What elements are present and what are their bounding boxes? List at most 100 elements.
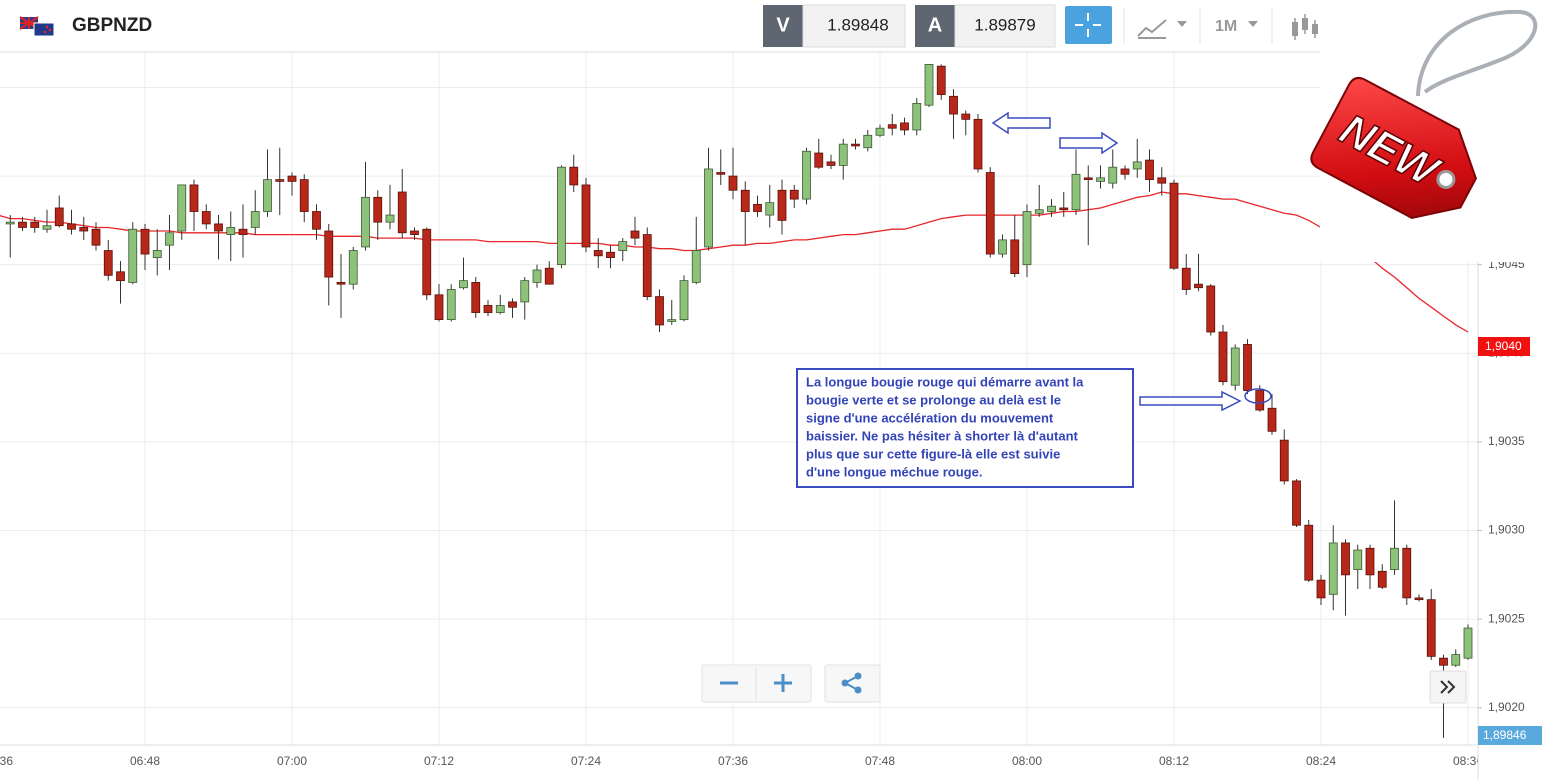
share-icon (841, 679, 849, 687)
candle-body (373, 196, 383, 223)
candle-body (18, 221, 27, 228)
x-tick-label: 08:00 (1012, 754, 1042, 768)
candle-body (606, 251, 615, 258)
candle-body (985, 172, 995, 255)
plot-area (0, 52, 1478, 745)
candle-body (532, 269, 542, 283)
candle-body (1353, 549, 1363, 570)
candle-body (655, 296, 664, 326)
candle-body (397, 191, 407, 234)
candle-body (728, 175, 738, 191)
candle-body (103, 250, 113, 276)
bid-label-box[interactable] (763, 5, 803, 47)
candle-body (1439, 657, 1448, 666)
candle-body (361, 196, 370, 248)
ask-box (954, 4, 1056, 48)
candle-body (691, 250, 701, 283)
candle-body (250, 211, 260, 228)
candle-body (140, 228, 150, 255)
x-tick-label: 07:36 (718, 754, 748, 768)
x-tick-label: 07:48 (865, 754, 895, 768)
candle-body (238, 228, 248, 235)
annotation-box (796, 368, 1134, 488)
flag-nz-star (43, 30, 47, 34)
candle-body (79, 227, 89, 232)
candle-body (900, 122, 909, 131)
x-tick-label: 06:48 (130, 754, 160, 768)
candle-body (214, 223, 223, 232)
candle-body (287, 175, 297, 182)
candle-body (838, 143, 848, 166)
candle-body (936, 65, 946, 95)
annotation-text: bougie verte et se prolonge au delà est … (806, 392, 1061, 407)
candle-icon[interactable] (1292, 22, 1298, 36)
candle-body (765, 202, 775, 216)
timeframe[interactable]: 1M (1215, 18, 1237, 35)
ask-label: A (928, 14, 942, 36)
candle-body (716, 172, 726, 175)
candle-body (152, 250, 162, 258)
candle-body (1010, 239, 1020, 274)
annotation-text: d'une longue méchue rouge. (806, 464, 982, 479)
candle-body (740, 189, 750, 212)
badge-string (1416, 9, 1538, 97)
candle-body (998, 239, 1007, 255)
share-button[interactable] (824, 664, 881, 703)
candle-body (1377, 570, 1387, 588)
candle-body (1120, 168, 1130, 175)
candle-icon[interactable] (1302, 18, 1308, 30)
candle-body (1279, 439, 1289, 482)
candle-body (495, 305, 505, 313)
candle-body (189, 184, 199, 212)
candle-body (679, 280, 689, 321)
candle-body (30, 221, 40, 228)
candle-body (422, 228, 432, 296)
badge-tag (1310, 76, 1478, 219)
share-icon (854, 686, 862, 694)
candle-body (642, 234, 652, 297)
candle-icon[interactable] (1312, 24, 1318, 34)
candle-body (753, 204, 762, 212)
crosshair-icon (1075, 13, 1101, 37)
crosshair-button[interactable] (1065, 6, 1112, 44)
candle-body (887, 124, 897, 129)
candle-body (863, 134, 873, 149)
chart-type-icon[interactable] (1137, 19, 1167, 39)
candle-body (961, 113, 971, 120)
bid: 1.89848 (827, 15, 888, 34)
candle-body (1181, 267, 1191, 290)
ask-label-box[interactable] (915, 5, 955, 47)
candle-body (1047, 205, 1056, 212)
candle-body (42, 225, 52, 230)
candle-body (1108, 166, 1118, 184)
x-axis-band (0, 745, 1542, 781)
candle-body (814, 152, 824, 168)
candle-body (1157, 177, 1167, 184)
annotation-ellipse (1244, 388, 1272, 404)
candle-body (410, 230, 419, 235)
candle-body (1255, 390, 1265, 411)
candle-body (165, 232, 174, 246)
candle-body (324, 230, 334, 278)
bid-label: V (776, 14, 790, 36)
candle-body (1132, 161, 1142, 170)
candle-body (91, 228, 101, 246)
y-tick-label: 1,9025 (1488, 611, 1525, 625)
candle-body (1230, 347, 1240, 386)
candle-body (1071, 173, 1081, 211)
symbol: GBPNZD (72, 15, 152, 36)
candle-body (826, 161, 836, 166)
candle-body (618, 241, 628, 251)
x-tick-label: 07:00 (277, 754, 307, 768)
candle-body (434, 294, 444, 321)
ma-tag (1478, 337, 1530, 356)
candle-body (1243, 344, 1252, 391)
candle-body (1304, 524, 1314, 581)
candle-body (851, 143, 860, 147)
candle-body (1402, 547, 1412, 599)
candle-body (67, 223, 76, 230)
annotation-text: baissier. Ne pas hésiter à shorter là d'… (806, 428, 1079, 443)
annotation-arrow (1059, 131, 1119, 155)
candle-body (704, 168, 713, 248)
